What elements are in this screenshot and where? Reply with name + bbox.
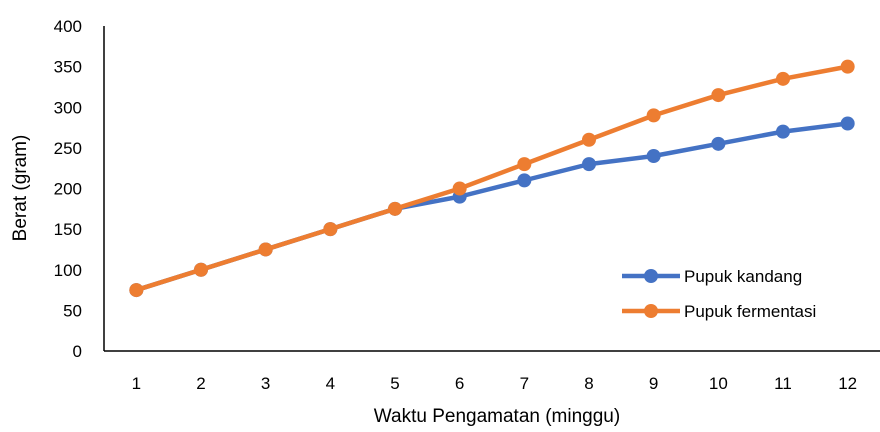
- y-tick-label: 50: [63, 301, 82, 320]
- y-axis-title: Berat (gram): [10, 135, 31, 242]
- data-point: [323, 222, 338, 237]
- data-point: [258, 242, 273, 257]
- data-point: [646, 108, 661, 123]
- series-2: [129, 59, 855, 298]
- axes: [103, 26, 880, 352]
- series-line: [134, 121, 850, 293]
- y-tick-label: 350: [54, 58, 82, 77]
- legend-label: Pupuk kandang: [684, 267, 802, 286]
- data-point: [194, 262, 208, 277]
- x-tick-label: 6: [455, 374, 464, 393]
- x-tick-label: 2: [196, 374, 205, 393]
- x-tick-labels: 1 2 3 4 5 6 7 8 9 10 11 12: [132, 374, 858, 393]
- x-axis-title: Waktu Pengamatan (minggu): [374, 406, 620, 427]
- data-point: [776, 124, 790, 139]
- y-tick-label: 0: [73, 342, 82, 361]
- series-layer: [129, 59, 855, 298]
- y-tick-label: 300: [54, 98, 82, 117]
- y-tick-label: 150: [54, 220, 82, 239]
- data-point: [129, 283, 144, 298]
- data-point: [517, 173, 532, 188]
- y-tick-label: 100: [54, 261, 82, 280]
- data-point: [840, 116, 855, 131]
- y-tick-label: 400: [54, 17, 82, 36]
- x-tick-label: 3: [261, 374, 270, 393]
- x-tick-label: 10: [709, 374, 728, 393]
- data-point: [582, 157, 596, 172]
- data-point: [388, 201, 402, 216]
- x-tick-label: 12: [838, 374, 857, 393]
- series-line: [134, 64, 850, 293]
- legend-item: Pupuk fermentasi: [622, 302, 816, 321]
- x-tick-label: 4: [326, 374, 335, 393]
- legend-item: Pupuk kandang: [622, 267, 802, 286]
- y-tick-labels: 0 50 100 150 200 250 300 350 400: [54, 17, 82, 361]
- data-point: [517, 157, 532, 172]
- data-point: [711, 88, 726, 103]
- legend-label: Pupuk fermentasi: [684, 302, 816, 321]
- x-tick-label: 11: [774, 374, 792, 393]
- y-tick-label: 200: [54, 180, 82, 199]
- legend-marker: [644, 269, 658, 283]
- data-point: [776, 71, 790, 86]
- y-tick-label: 250: [54, 139, 82, 158]
- x-tick-label: 9: [649, 374, 658, 393]
- legend: Pupuk kandang Pupuk fermentasi: [622, 267, 816, 321]
- x-tick-label: 1: [132, 374, 141, 393]
- legend-marker: [644, 304, 658, 318]
- data-point: [711, 136, 726, 151]
- data-point: [646, 149, 661, 163]
- x-tick-label: 7: [520, 374, 529, 393]
- x-tick-label: 5: [390, 374, 399, 393]
- x-tick-label: 8: [584, 374, 593, 393]
- data-point: [840, 59, 855, 74]
- data-point: [582, 132, 596, 147]
- data-point: [452, 181, 467, 196]
